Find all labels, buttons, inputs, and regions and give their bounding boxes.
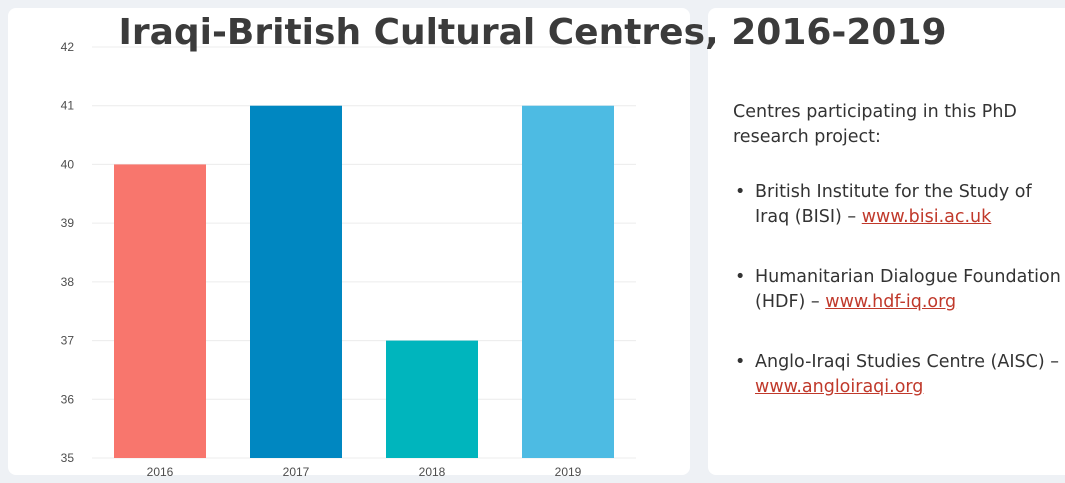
bar-2016 <box>114 164 206 458</box>
centre-name: British Institute for the Study of Iraq … <box>755 182 1032 227</box>
bullet-icon: • <box>735 267 746 287</box>
y-tick-label: 35 <box>61 451 75 465</box>
y-tick-label: 39 <box>61 216 75 230</box>
centre-item-hdf: • Humanitarian Dialogue Foundation (HDF)… <box>733 265 1063 315</box>
centre-link-bisi[interactable]: www.bisi.ac.uk <box>861 207 992 227</box>
centre-name: Humanitarian Dialogue Foundation (HDF) – <box>755 267 1061 312</box>
y-tick-label: 42 <box>61 40 75 54</box>
centres-list: • British Institute for the Study of Ira… <box>733 180 1063 400</box>
y-tick-label: 40 <box>61 157 75 171</box>
centre-name: Anglo-Iraqi Studies Centre (AISC) – <box>755 352 1059 372</box>
centres-intro: Centres participating in this PhD resear… <box>733 102 1017 147</box>
centres-info: Centres participating in this PhD resear… <box>733 100 1063 435</box>
bar-chart: 35 36 37 38 39 40 41 42 2016 2017 2018 2019 <box>60 40 614 479</box>
x-tick-label: 2018 <box>419 465 446 479</box>
x-tick-label: 2016 <box>147 465 174 479</box>
bullet-icon: • <box>735 352 746 372</box>
bar-2019 <box>522 105 614 458</box>
y-tick-label: 36 <box>61 392 75 406</box>
centre-link-aisc[interactable]: www.angloiraqi.org <box>755 377 924 397</box>
x-tick-label: 2019 <box>555 465 582 479</box>
y-tick-label: 37 <box>61 334 75 348</box>
y-tick-label: 41 <box>61 99 75 113</box>
slide-title: Iraqi-British Cultural Centres, 2016-201… <box>118 12 947 53</box>
centre-link-hdf[interactable]: www.hdf-iq.org <box>825 292 957 312</box>
centre-item-bisi: • British Institute for the Study of Ira… <box>733 180 1063 230</box>
bar-2018 <box>386 340 478 458</box>
info-panel <box>708 8 1065 475</box>
bullet-icon: • <box>735 182 746 202</box>
y-tick-label: 38 <box>61 275 75 289</box>
bar-2017 <box>250 105 342 458</box>
x-tick-label: 2017 <box>283 465 310 479</box>
centre-item-aisc: • Anglo-Iraqi Studies Centre (AISC) – ww… <box>733 350 1063 400</box>
